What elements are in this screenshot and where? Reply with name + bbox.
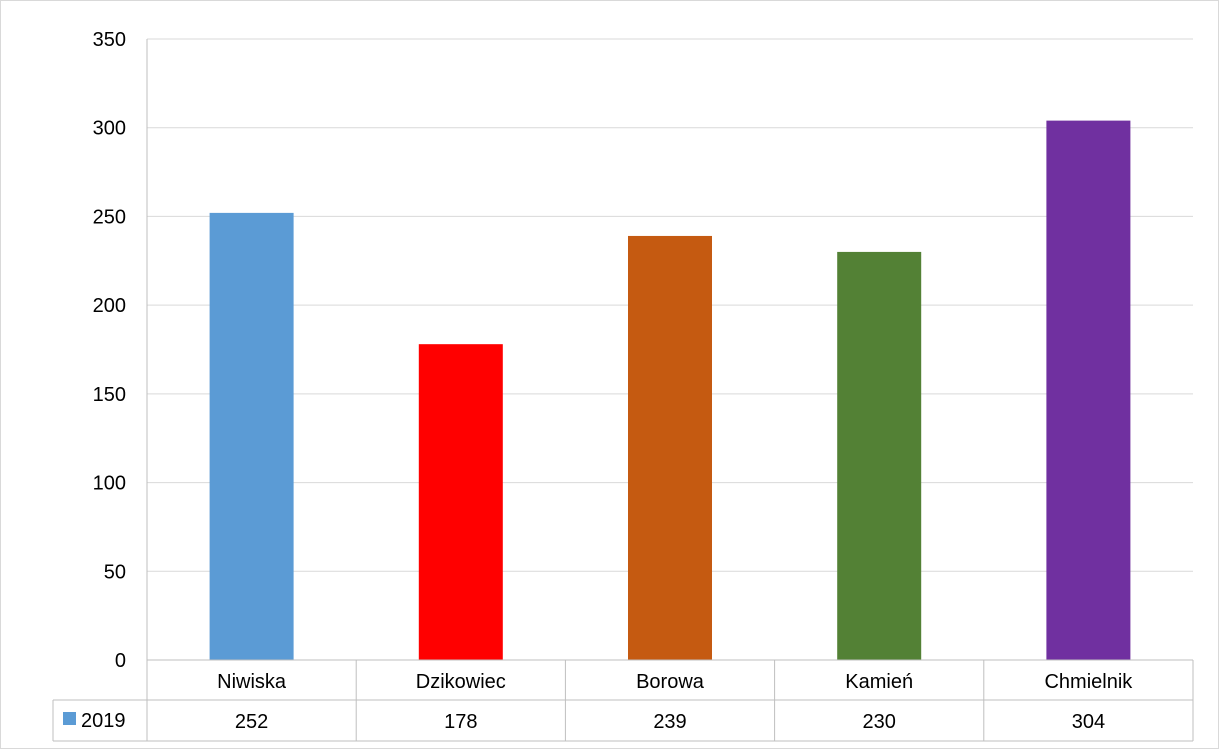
data-table-value: 304 [1072,711,1105,733]
x-tick-label: Chmielnik [1044,671,1133,693]
x-tick-label: Borowa [636,671,705,693]
data-table-value: 252 [235,711,268,733]
y-tick-label: 0 [115,650,126,672]
bar-kamień [837,251,922,660]
bar-borowa [628,235,712,660]
y-tick-label: 300 [93,118,126,140]
y-tick-label: 250 [93,206,126,228]
y-tick-label: 150 [93,384,126,406]
data-table-value: 230 [863,711,896,733]
y-tick-label: 200 [93,295,126,317]
bar-dzikowiec [418,344,503,660]
bar-niwiska [209,212,294,660]
x-tick-label: Niwiska [217,671,287,693]
y-tick-label: 350 [93,29,126,51]
x-tick-label: Dzikowiec [416,671,506,693]
bars [209,120,1131,661]
legend-series-label: 2019 [81,710,126,732]
data-table-value: 239 [653,711,686,733]
x-tick-label: Kamień [845,671,913,693]
y-tick-labels: 0 50 100 150 200 250 300 350 [93,29,126,672]
y-tick-label: 100 [93,473,126,495]
y-tick-label: 50 [104,561,126,583]
bar-chmielnik [1046,120,1131,661]
data-table: Niwiska Dzikowiec Borowa Kamień Chmielnik 201… [52,659,1194,742]
legend-key-icon [63,712,76,725]
data-table-value: 178 [444,711,477,733]
